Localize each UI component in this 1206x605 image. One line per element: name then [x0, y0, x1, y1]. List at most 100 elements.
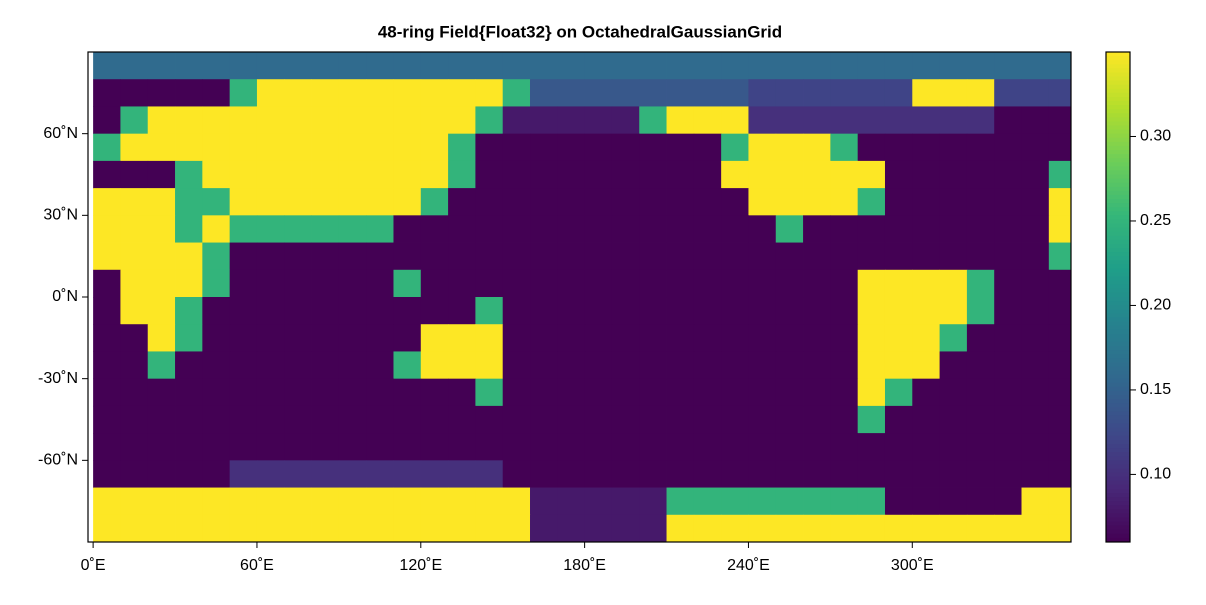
colorbar-step [1106, 141, 1130, 147]
cell [611, 188, 640, 216]
cell [939, 378, 968, 407]
cell [666, 52, 695, 80]
cell [229, 188, 258, 216]
cell [557, 433, 586, 461]
cell [120, 297, 149, 325]
cell [748, 514, 777, 542]
cell [857, 324, 886, 352]
cell [557, 242, 586, 271]
cell [366, 79, 394, 107]
colorbar-step [1106, 292, 1130, 298]
cell [147, 188, 176, 216]
cell [994, 79, 1022, 107]
cell [748, 487, 777, 516]
cell [584, 215, 613, 243]
cell [721, 269, 749, 298]
cell [338, 242, 367, 271]
cell [803, 351, 831, 380]
cell [721, 297, 749, 325]
cell [912, 297, 940, 325]
cell [93, 242, 121, 271]
cell [284, 188, 312, 216]
cell [775, 242, 804, 271]
cell [1021, 514, 1050, 542]
cell [448, 351, 476, 380]
colorbar-step [1106, 354, 1130, 359]
cell [147, 106, 176, 135]
x-tick-label: 300˚E [891, 557, 934, 574]
cell [830, 405, 859, 434]
cell [912, 215, 940, 243]
cell [420, 133, 449, 162]
colorbar-step [1106, 370, 1130, 376]
cell [1021, 160, 1050, 189]
colorbar-step [1106, 378, 1130, 384]
cell [229, 405, 258, 434]
cell [311, 242, 340, 271]
cell [338, 269, 367, 298]
cell [202, 160, 231, 189]
cell [338, 133, 367, 162]
cell [994, 487, 1022, 516]
cell [93, 487, 121, 516]
cell [557, 324, 586, 352]
cell [256, 269, 285, 298]
cell [721, 215, 749, 243]
cell [693, 487, 722, 516]
cell [584, 160, 613, 189]
cell [830, 460, 859, 488]
colorbar-step [1106, 452, 1130, 457]
cell [803, 215, 831, 243]
cell [775, 133, 804, 162]
cell [393, 351, 422, 380]
cell [393, 460, 422, 488]
cell [857, 433, 886, 461]
cell [311, 215, 340, 243]
cell [420, 460, 449, 488]
cell [175, 297, 203, 325]
cell [284, 52, 312, 80]
cell [1048, 460, 1071, 488]
cell [1021, 242, 1050, 271]
cell [994, 160, 1022, 189]
cell [803, 405, 831, 434]
cell [366, 378, 394, 407]
cell [393, 133, 422, 162]
cell [147, 79, 176, 107]
cell [748, 269, 777, 298]
cell [229, 133, 258, 162]
cell [202, 433, 231, 461]
cell [147, 242, 176, 271]
cell [666, 514, 695, 542]
cell [584, 324, 613, 352]
cell [229, 460, 258, 488]
colorbar-step [1106, 533, 1130, 539]
cell [830, 351, 859, 380]
colorbar-step [1106, 158, 1130, 163]
cell [284, 242, 312, 271]
cell [884, 487, 913, 516]
cell [939, 106, 968, 135]
colorbar-step [1106, 96, 1130, 102]
cell [366, 324, 394, 352]
cell [202, 188, 231, 216]
cell [338, 215, 367, 243]
cell [338, 160, 367, 189]
cell [530, 242, 558, 271]
colorbar-step [1106, 199, 1130, 204]
cell [147, 215, 176, 243]
cell [93, 378, 121, 407]
cell [202, 242, 231, 271]
cell [912, 52, 940, 80]
colorbar-step [1106, 72, 1130, 77]
cell [721, 487, 749, 516]
cell [721, 433, 749, 461]
colorbar-step [1106, 386, 1130, 392]
cell [366, 433, 394, 461]
colorbar-step [1106, 68, 1130, 73]
colorbar-step [1106, 264, 1130, 269]
cell [530, 52, 558, 80]
cell [748, 433, 777, 461]
cell [639, 106, 667, 135]
